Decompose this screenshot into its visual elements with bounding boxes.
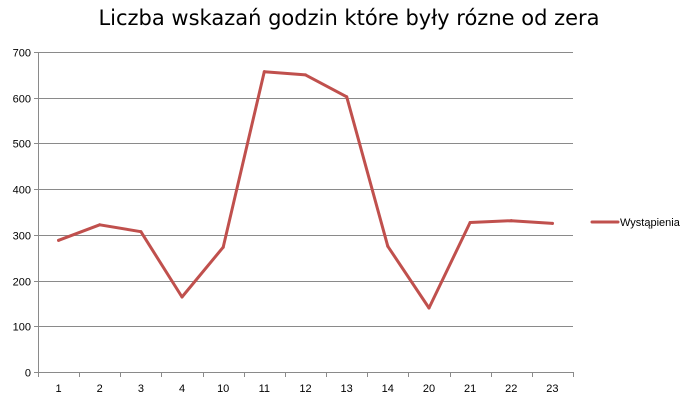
y-tick-label: 100	[13, 322, 31, 334]
data-point	[427, 306, 431, 310]
data-point	[468, 221, 472, 225]
x-tick-label: 10	[217, 383, 229, 395]
data-point	[262, 70, 266, 74]
y-tick-label: 200	[13, 277, 31, 289]
data-point	[98, 223, 102, 227]
x-tick-label: 11	[259, 383, 270, 395]
chart-title: Liczba wskazań godzin które były rózne o…	[98, 6, 600, 30]
data-point	[550, 221, 554, 225]
data-point	[509, 219, 513, 223]
legend: Wystąpienia	[590, 217, 681, 229]
x-tick-label: 4	[179, 383, 185, 395]
y-tick-label: 0	[25, 368, 31, 380]
data-point	[386, 244, 390, 248]
data-point	[57, 238, 61, 242]
x-tick-label: 21	[464, 383, 476, 395]
data-point	[139, 230, 143, 234]
y-axis-tick-labels: 0 100 200 300 400 500 600 700	[13, 48, 31, 380]
x-tick-label: 3	[138, 383, 144, 395]
x-tick-label: 1	[56, 383, 62, 395]
y-tick-label: 300	[13, 231, 31, 243]
y-tick-label: 500	[13, 139, 31, 151]
x-tick-label: 13	[341, 383, 353, 395]
x-tick-label: 12	[299, 383, 311, 395]
axes	[34, 52, 574, 377]
series-lines	[57, 70, 554, 310]
x-tick-label: 2	[97, 383, 103, 395]
data-point	[180, 295, 184, 299]
x-tick-label: 14	[382, 383, 394, 395]
y-tick-label: 400	[13, 185, 31, 197]
data-point	[304, 73, 307, 77]
legend-label: Wystąpienia	[620, 217, 681, 229]
x-tick-label: 20	[423, 383, 435, 395]
y-tick-label: 600	[13, 94, 31, 106]
y-tick-label: 700	[13, 48, 31, 60]
data-point	[345, 95, 349, 99]
x-tick-label: 22	[505, 383, 517, 395]
x-axis-tick-labels: 1 2 3 4 10 11 12 13 14 20 21 22 23	[56, 383, 559, 395]
data-point	[221, 245, 225, 249]
grid-lines	[38, 52, 573, 327]
x-tick-label: 23	[546, 383, 558, 395]
